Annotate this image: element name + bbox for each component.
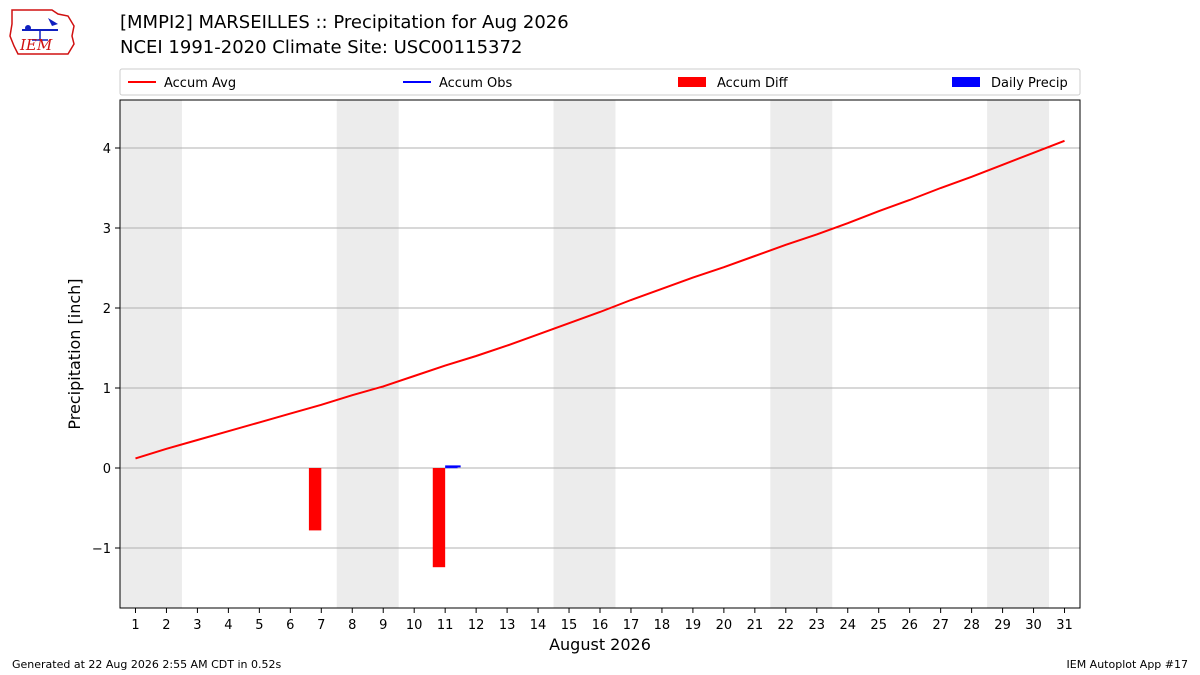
x-tick-label: 22 [778, 618, 795, 633]
x-tick-label: 5 [255, 618, 263, 633]
x-tick-label: 6 [286, 618, 294, 633]
weekend-band [336, 100, 399, 608]
y-tick-label: 2 [103, 302, 111, 317]
x-tick-label: 8 [348, 618, 356, 633]
x-tick-label: 11 [437, 618, 454, 633]
y-tick-label: 4 [103, 142, 111, 157]
x-tick-label: 15 [561, 618, 578, 633]
x-tick-label: 10 [406, 618, 423, 633]
legend-label: Accum Obs [439, 76, 512, 91]
weekend-band [770, 100, 833, 608]
x-axis-label: August 2026 [549, 635, 651, 654]
x-tick-label: 9 [379, 618, 387, 633]
accum-diff-bar [432, 468, 446, 568]
weekend-band [987, 100, 1050, 608]
y-tick-label: 1 [103, 382, 111, 397]
x-tick-label: 19 [685, 618, 702, 633]
iem-logo: IEM [9, 9, 75, 55]
x-tick-label: 20 [716, 618, 733, 633]
x-tick-label: 13 [499, 618, 516, 633]
logo-text: IEM [19, 36, 53, 54]
x-tick-label: 17 [623, 618, 640, 633]
accum-diff-bar [308, 468, 322, 531]
y-axis-ticks: −1 0 1 2 3 4 [92, 142, 120, 557]
accum-avg-line [135, 139, 1065, 460]
weekend-band [120, 100, 182, 608]
x-tick-label: 7 [317, 618, 325, 633]
x-tick-label: 25 [870, 618, 887, 633]
x-tick-label: 14 [530, 618, 547, 633]
generated-note: Generated at 22 Aug 2026 2:55 AM CDT in … [12, 658, 282, 671]
y-axis-label: Precipitation [inch] [65, 278, 84, 429]
y-tick-label: −1 [92, 542, 111, 557]
x-tick-label: 30 [1025, 618, 1042, 633]
weekend-band [553, 100, 616, 608]
x-tick-label: 4 [224, 618, 232, 633]
x-tick-label: 3 [193, 618, 201, 633]
y-tick-label: 0 [103, 462, 111, 477]
legend-label: Accum Diff [717, 76, 789, 91]
x-tick-label: 18 [654, 618, 671, 633]
legend-swatch [678, 77, 706, 87]
x-tick-label: 1 [131, 618, 139, 633]
legend-label: Daily Precip [991, 76, 1068, 91]
x-tick-label: 24 [839, 618, 856, 633]
series-lines [135, 139, 1065, 468]
x-tick-label: 28 [963, 618, 980, 633]
x-tick-label: 23 [809, 618, 826, 633]
legend: Accum Avg Accum Obs Accum Diff Daily Precip [128, 76, 1068, 91]
x-tick-label: 21 [747, 618, 764, 633]
x-tick-label: 31 [1056, 618, 1073, 633]
weekend-bands [120, 100, 1050, 608]
y-tick-label: 3 [103, 222, 111, 237]
gridlines [120, 147, 1080, 549]
x-tick-label: 2 [162, 618, 170, 633]
legend-label: Accum Avg [164, 76, 236, 91]
legend-box [119, 68, 1081, 96]
chart-subtitle: NCEI 1991-2020 Climate Site: USC00115372 [120, 37, 523, 58]
x-tick-label: 26 [901, 618, 918, 633]
legend-swatch [952, 77, 980, 87]
diff-bars [308, 467, 458, 568]
x-axis-ticks: 1 2 3 4 5 6 7 8 9 10 11 12 13 14 15 16 17 18 19 20 21 22 23 24 2… [131, 608, 1073, 633]
chart-title: [MMPI2] MARSEILLES :: Precipitation for … [120, 12, 569, 33]
daily-precip-bar [445, 467, 458, 469]
x-tick-label: 27 [932, 618, 949, 633]
app-note: IEM Autoplot App #17 [1066, 658, 1189, 671]
x-tick-label: 12 [468, 618, 485, 633]
x-tick-label: 29 [994, 618, 1011, 633]
x-tick-label: 16 [592, 618, 609, 633]
